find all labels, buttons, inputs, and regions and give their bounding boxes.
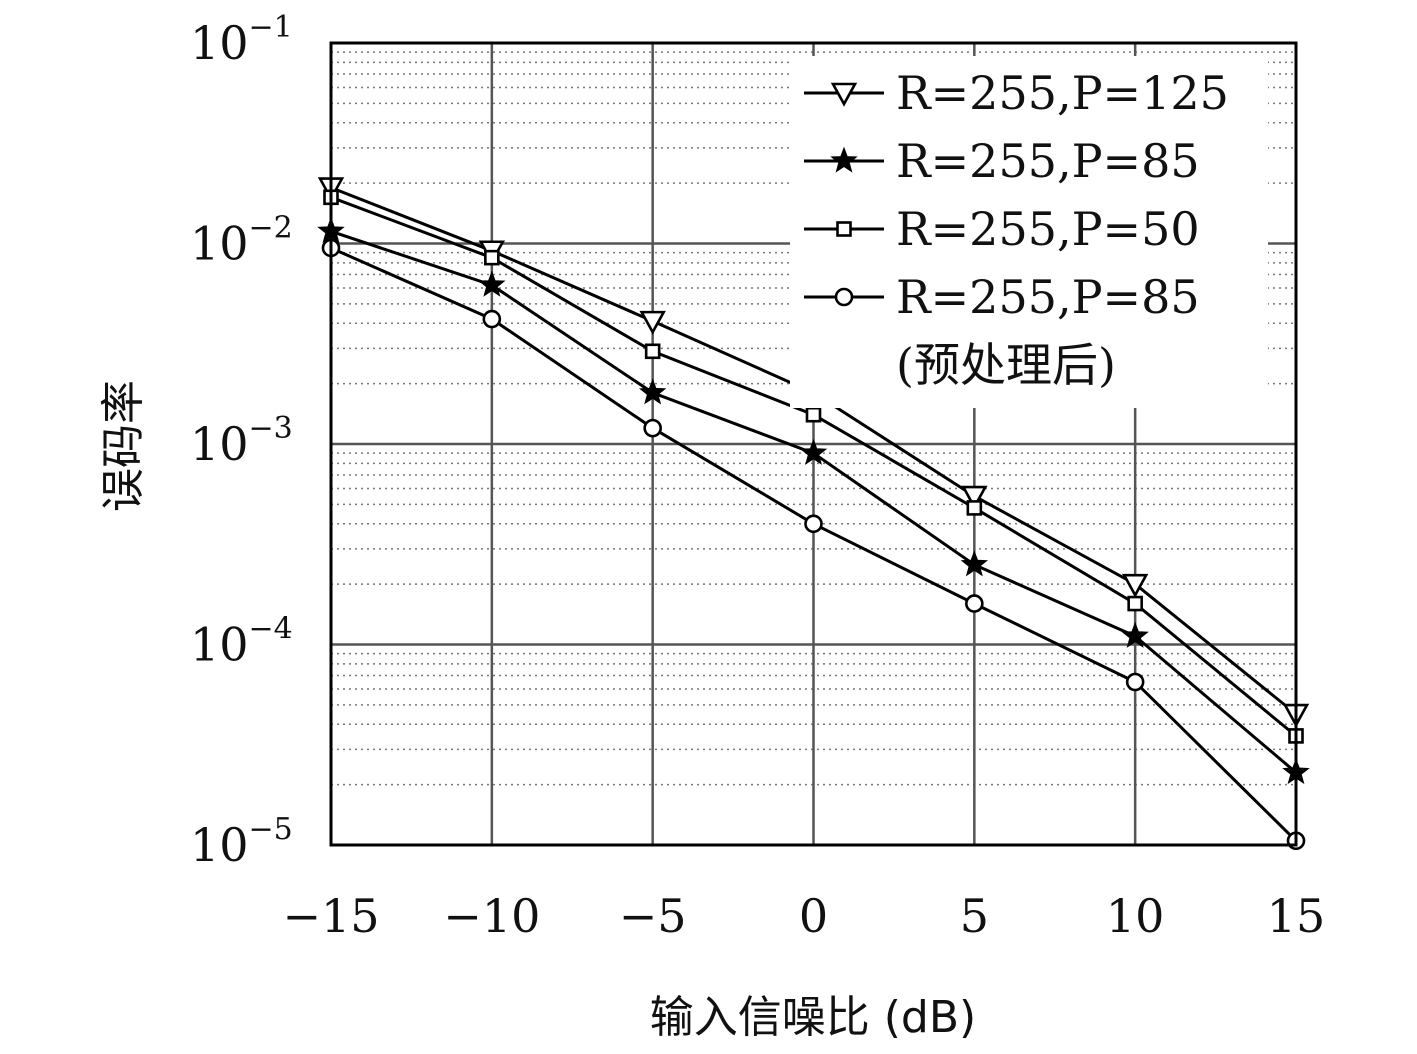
data-point: [966, 500, 983, 516]
y-axis-title: 误码率: [98, 380, 149, 512]
legend-label: R=255,P=125: [896, 66, 1229, 120]
x-tick-label: 0: [799, 889, 828, 943]
y-tick-label: 10−4: [190, 612, 293, 672]
x-tick-label: −5: [619, 889, 687, 943]
data-point: [638, 378, 667, 405]
legend-box: [790, 56, 1268, 408]
data-point: [804, 514, 823, 534]
data-point: [484, 249, 500, 266]
data-point: [961, 485, 988, 510]
x-tick-labels: −15 −10 −5 0 5 10 15: [282, 889, 1325, 943]
plot-frame: [329, 41, 1298, 847]
x-tick-label: 15: [1267, 889, 1326, 943]
y-tick-label: 10−5: [190, 812, 293, 872]
legend-label: R=255,P=50: [896, 202, 1200, 256]
data-point: [639, 310, 666, 335]
series-4: [321, 238, 1306, 851]
data-point: [799, 438, 828, 465]
legend-label: R=255,P=85: [896, 270, 1200, 324]
x-axis-title: 输入信噪比 (dB): [650, 992, 976, 1043]
x-tick-label: −15: [282, 889, 379, 943]
legend-marker: [836, 221, 852, 237]
data-point: [643, 418, 662, 438]
x-tick-label: −10: [443, 889, 540, 943]
legend-label: R=255,P=85: [896, 134, 1200, 188]
x-tick-label: 10: [1106, 889, 1165, 943]
y-tick-labels: 10−1 10−2 10−3 10−4 10−5: [190, 10, 293, 872]
y-tick-label: 10−3: [190, 411, 293, 471]
series-3: [323, 189, 1304, 744]
legend-marker: [830, 82, 858, 107]
legend-marker: [830, 146, 858, 173]
y-tick-label: 10−2: [190, 211, 293, 271]
legend-marker: [834, 287, 854, 307]
data-point: [1121, 621, 1149, 648]
legend: R=255,P=125 R=255,P=85 R=255,P=50 R=255,P=8…: [790, 56, 1268, 408]
data-point: [960, 550, 989, 577]
y-tick-label: 10−1: [190, 10, 293, 70]
data-point: [644, 343, 661, 360]
data-point: [1121, 573, 1149, 598]
data-point: [805, 406, 822, 423]
data-point: [482, 309, 502, 329]
data-point: [1125, 672, 1145, 692]
x-tick-label: 5: [960, 889, 989, 943]
data-point: [478, 270, 506, 297]
data-point: [1127, 595, 1143, 612]
data-point: [965, 594, 984, 613]
legend-note: (预处理后): [896, 338, 1116, 392]
